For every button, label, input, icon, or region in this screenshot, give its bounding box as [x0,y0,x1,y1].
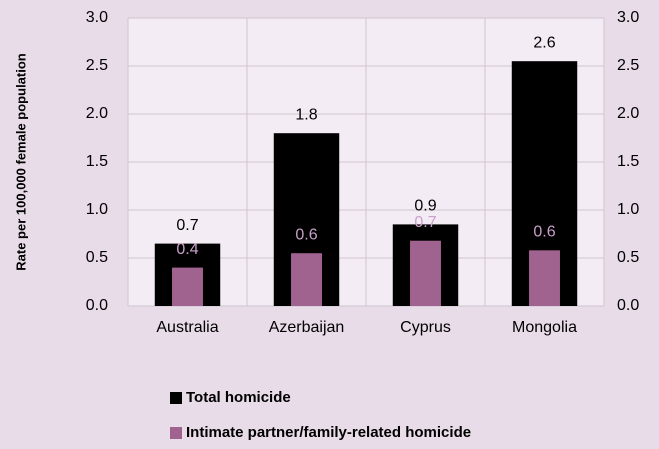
y2-tick-label: 1.0 [617,201,639,218]
y2-tick-label: 2.0 [617,105,639,122]
y2-tick-label: 3.0 [617,9,639,26]
legend-swatch [170,392,182,404]
y-tick-label: 1.0 [86,201,108,218]
data-label: 1.8 [295,106,317,123]
y-tick-label: 3.0 [86,9,108,26]
y-tick-label: 1.5 [86,153,108,170]
y-axis-title: Rate per 100,000 female population [13,53,28,271]
x-tick-label: Azerbaijan [269,319,345,336]
y-tick-label: 0.0 [86,297,108,314]
legend-label: Total homicide [186,389,291,406]
y-tick-label: 0.5 [86,249,108,266]
data-label: 0.9 [414,198,436,215]
data-label: 0.7 [414,214,436,231]
y-tick-label: 2.5 [86,57,108,74]
y2-tick-label: 2.5 [617,57,639,74]
x-tick-label: Cyprus [400,319,451,336]
x-tick-label: Mongolia [512,319,577,336]
bar [172,267,203,306]
y2-tick-label: 1.5 [617,153,639,170]
data-label: 2.6 [533,34,555,51]
data-label: 0.6 [295,226,317,243]
legend-swatch [170,427,182,439]
bar [291,253,322,306]
data-label: 0.4 [176,241,198,258]
bar [410,240,441,306]
x-tick-label: Australia [156,319,218,336]
y2-tick-label: 0.5 [617,249,639,266]
y2-tick-label: 0.0 [617,297,639,314]
bar [529,250,560,306]
data-label: 0.6 [533,224,555,241]
y-tick-label: 2.0 [86,105,108,122]
legend-label: Intimate partner/family-related homicide [186,424,471,441]
data-label: 0.7 [176,217,198,234]
